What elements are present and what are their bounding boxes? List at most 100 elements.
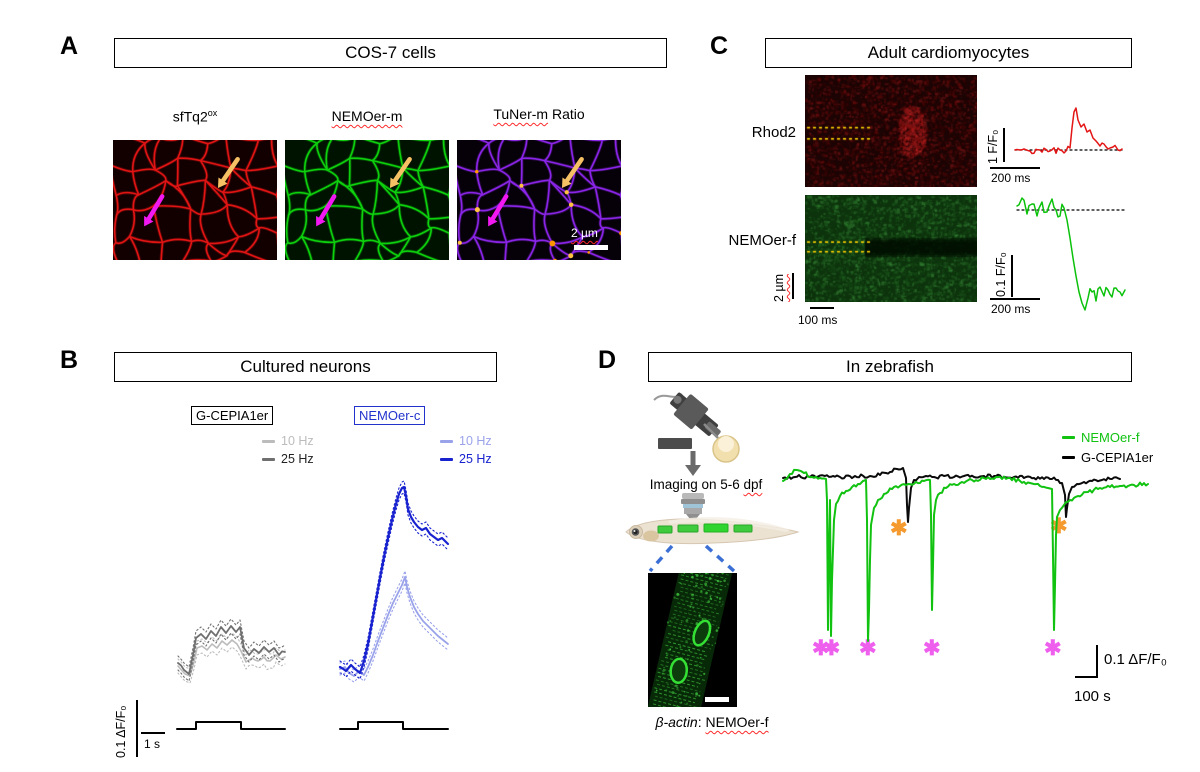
green-trace-xscale-label: 200 ms — [991, 302, 1031, 316]
microscopy-image-tuner-ratio — [457, 140, 621, 260]
red-trace-yscale-bar — [1003, 128, 1005, 162]
label-nemoer-m: NEMOer-m — [285, 108, 449, 124]
microscopy-image-nemoer-m — [285, 140, 449, 260]
green-trace-yscale-label: 0.1 F/F₀ — [994, 252, 1008, 297]
imaging-caption: Imaging on 5-6 dpf — [616, 477, 796, 492]
label-sftq2: sfTq2ox — [113, 108, 277, 125]
trace-envelope-G-CEPIA1er 10 Hz — [177, 646, 286, 684]
beta-actin-sep: : — [697, 714, 706, 730]
trace-G-CEPIA1er — [782, 467, 1121, 523]
panel-a-scalebar-label: 2 µm — [571, 226, 598, 240]
panel-a-header: COS-7 cells — [114, 38, 667, 68]
scale-2um-label: 2 µm — [772, 274, 786, 302]
panel-a-scalebar-text: 2 µm — [571, 226, 598, 240]
legend-d-nemoer-f-label: NEMOer-f — [1081, 430, 1140, 445]
muscle-fiber-image — [648, 573, 737, 707]
trace-envelope-G-CEPIA1er 25 Hz — [177, 618, 286, 668]
trace-NEMOer-f — [782, 468, 1149, 642]
trace-G-CEPIA1er 10 Hz — [177, 639, 286, 677]
scale-2um-bar — [792, 273, 794, 299]
legend-nemoc-25hz: 25 Hz — [440, 452, 492, 466]
label-sftq2-sup: ox — [207, 108, 218, 118]
trace-NEMOer-c 10 Hz — [339, 576, 449, 677]
legend-gcepia-10hz: 10 Hz — [262, 434, 314, 448]
zoom-dashed-lines — [648, 544, 736, 573]
label-ratio-text: Ratio — [548, 106, 585, 122]
magenta-asterisk-4: ✱ — [1044, 637, 1062, 660]
trace-G-CEPIA1er 25 Hz — [177, 625, 286, 675]
panel-a-scalebar — [574, 245, 608, 250]
legend-gcepia-25hz: 25 Hz — [262, 452, 314, 466]
trace-stimulus train right — [339, 721, 449, 730]
label-tuner-text: TuNer-m — [493, 106, 549, 122]
panel-d-title: In zebrafish — [846, 357, 934, 376]
trace-envelope-NEMOer-c 10 Hz — [339, 570, 449, 671]
imaging-caption-dpf: dpf — [743, 477, 763, 492]
trace-envelope-G-CEPIA1er 10 Hz — [177, 632, 286, 670]
green-trace-xscale-bar — [990, 298, 1040, 300]
trace-envelope-NEMOer-c 25 Hz — [339, 492, 449, 680]
trace-envelope-NEMOer-c 25 Hz — [339, 480, 449, 668]
legend-dash-gray-dark — [262, 457, 275, 461]
panel-b-xscale-bar — [141, 732, 165, 734]
imaging-caption-pre: Imaging on 5-6 — [649, 477, 744, 492]
legend-nemoc-10hz: 10 Hz — [440, 434, 492, 448]
scale-100ms-label: 100 ms — [798, 313, 838, 327]
label-nemoer-m-text: NEMOer-m — [331, 108, 403, 124]
trace-envelope-G-CEPIA1er 25 Hz — [177, 632, 286, 682]
label-nemoer-f: NEMOer-f — [728, 232, 797, 249]
legend-nemoc-25hz-label: 25 Hz — [459, 452, 492, 466]
microinjection-icon — [653, 392, 740, 463]
red-trace-yscale-label: 1 F/F₀ — [986, 129, 1000, 164]
legend-dash-blue-dark — [440, 457, 453, 461]
panel-c-title: Adult cardiomyocytes — [867, 43, 1030, 62]
linescan-image-rhod2 — [805, 75, 977, 187]
trace-NEMOer-c 25 Hz — [338, 485, 450, 675]
legend-d-dash-black — [1062, 456, 1075, 459]
red-trace-xscale-label: 200 ms — [991, 171, 1031, 185]
label-tuner-ratio: TuNer-m Ratio — [450, 106, 628, 122]
magenta-asterisk-double: ✱✱ — [812, 637, 840, 660]
panel-b-header: Cultured neurons — [114, 352, 497, 382]
legend-d-nemoer-f: NEMOer-f — [1062, 430, 1140, 445]
panel-b-xscale-label: 1 s — [144, 737, 161, 751]
group-label-nemoer-c: NEMOer-c — [354, 406, 426, 425]
group-label-gcepia1er: G-CEPIA1er — [191, 406, 274, 425]
trace-stimulus train left — [176, 721, 286, 730]
legend-nemoc-10hz-label: 10 Hz — [459, 434, 492, 448]
panel-b-yscale-label: 0.1 ΔF/F₀ — [114, 705, 128, 758]
legend-d-dash-green — [1062, 436, 1075, 439]
microscopy-image-sftq2 — [113, 140, 277, 260]
panel-c-header: Adult cardiomyocytes — [765, 38, 1132, 68]
beta-actin-gene: NEMOer-f — [705, 714, 769, 730]
down-arrow-icon — [685, 451, 701, 476]
trace-envelope-NEMOer-c 10 Hz — [339, 582, 449, 683]
panel-a-title: COS-7 cells — [345, 43, 436, 62]
panel-b-letter: B — [60, 346, 79, 374]
panel-b-yscale-bar — [136, 700, 138, 757]
linescan-image-nemoer-f — [805, 195, 977, 302]
red-trace-xscale-bar — [990, 167, 1040, 169]
panel-d-xscale-bar — [1075, 676, 1098, 678]
panel-d-header: In zebrafish — [648, 352, 1132, 382]
zebrafish-larva-icon — [625, 517, 800, 545]
green-trace-yscale-bar — [1011, 255, 1013, 297]
panel-d-yscale-label: 0.1 ΔF/F₀ — [1104, 651, 1167, 668]
beta-actin-italic: β-actin — [655, 714, 698, 730]
legend-d-gcepia: G-CEPIA1er — [1062, 450, 1153, 465]
legend-gcepia-10hz-label: 10 Hz — [281, 434, 314, 448]
label-rhod2: Rhod2 — [751, 124, 796, 141]
panel-c-letter: C — [710, 32, 729, 60]
panel-b-title: Cultured neurons — [240, 357, 371, 376]
orange-asterisk-1: ✱ — [890, 517, 908, 540]
label-sftq2-main: sfTq2 — [172, 108, 208, 125]
legend-dash-blue-light — [440, 439, 453, 443]
magenta-asterisk-3: ✱ — [923, 637, 941, 660]
panel-a-letter: A — [60, 32, 79, 60]
magenta-asterisk-2: ✱ — [859, 637, 877, 660]
trace-NEMOer-f F/F₀ — [1016, 197, 1126, 311]
orange-asterisk-2: ✱ — [1050, 515, 1068, 538]
beta-actin-caption: β-actin: NEMOer-f — [622, 714, 802, 730]
trace-Rhod2 F/F₀ — [1014, 107, 1123, 155]
